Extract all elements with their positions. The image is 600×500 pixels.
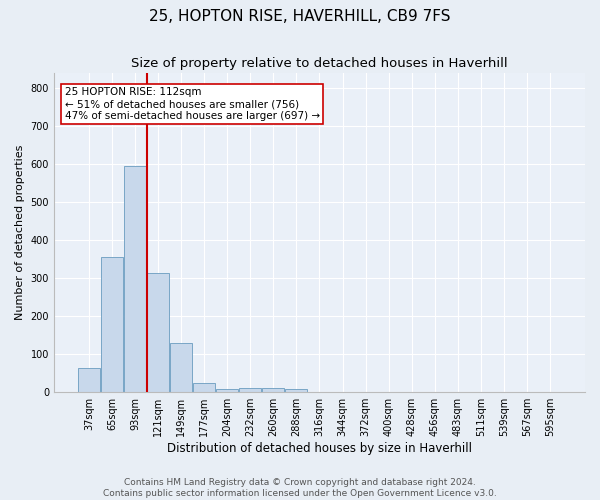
Bar [193, 382, 215, 392]
Bar [262, 388, 284, 392]
Bar [78, 368, 100, 392]
Bar [217, 389, 238, 392]
Bar [239, 388, 261, 392]
Bar [170, 343, 192, 392]
Bar [147, 272, 169, 392]
Bar [286, 389, 307, 392]
Title: Size of property relative to detached houses in Haverhill: Size of property relative to detached ho… [131, 58, 508, 70]
Text: 25, HOPTON RISE, HAVERHILL, CB9 7FS: 25, HOPTON RISE, HAVERHILL, CB9 7FS [149, 9, 451, 24]
X-axis label: Distribution of detached houses by size in Haverhill: Distribution of detached houses by size … [167, 442, 472, 455]
Text: Contains HM Land Registry data © Crown copyright and database right 2024.
Contai: Contains HM Land Registry data © Crown c… [103, 478, 497, 498]
Bar [101, 258, 123, 392]
Text: 25 HOPTON RISE: 112sqm
← 51% of detached houses are smaller (756)
47% of semi-de: 25 HOPTON RISE: 112sqm ← 51% of detached… [65, 88, 320, 120]
Bar [124, 166, 146, 392]
Y-axis label: Number of detached properties: Number of detached properties [15, 145, 25, 320]
